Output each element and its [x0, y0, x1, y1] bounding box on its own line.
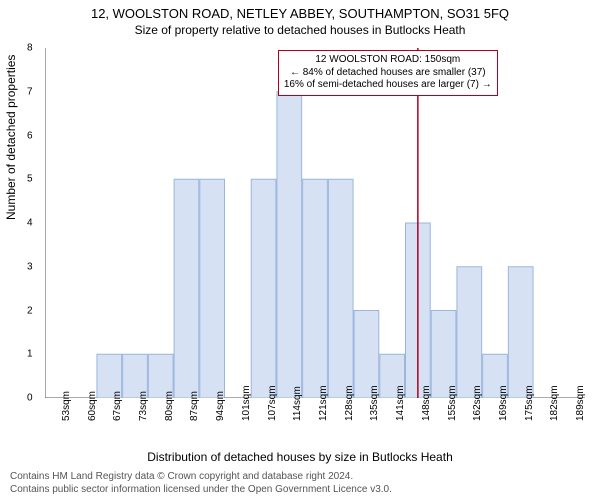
x-tick-label: 60sqm: [87, 391, 98, 421]
x-tick-label: 101sqm: [241, 385, 252, 421]
annotation-line-3: 16% of semi-detached houses are larger (…: [284, 79, 492, 92]
histogram-plot: [45, 48, 585, 398]
footer: Contains HM Land Registry data © Crown c…: [10, 471, 392, 496]
y-tick-label: 6: [27, 130, 33, 141]
x-tick-label: 189sqm: [575, 385, 586, 421]
x-tick-label: 182sqm: [549, 385, 560, 421]
annotation-box: 12 WOOLSTON ROAD: 150sqm ← 84% of detach…: [278, 50, 498, 96]
y-tick-label: 3: [27, 261, 33, 272]
x-tick-label: 73sqm: [138, 391, 149, 421]
x-tick-label: 80sqm: [164, 391, 175, 421]
x-tick-label: 94sqm: [215, 391, 226, 421]
x-tick-label: 169sqm: [498, 385, 509, 421]
x-tick-label: 128sqm: [344, 385, 355, 421]
chart-title: 12, WOOLSTON ROAD, NETLEY ABBEY, SOUTHAM…: [0, 0, 600, 21]
x-tick-label: 87sqm: [189, 391, 200, 421]
x-tick-label: 121sqm: [318, 385, 329, 421]
x-tick-label: 155sqm: [447, 385, 458, 421]
x-tick-label: 141sqm: [395, 385, 406, 421]
y-tick-label: 8: [27, 43, 33, 54]
x-tick-label: 114sqm: [292, 386, 303, 421]
x-tick-label: 175sqm: [524, 385, 535, 421]
annotation-line-2: ← 84% of detached houses are smaller (37…: [284, 67, 492, 80]
chart-subtitle: Size of property relative to detached ho…: [0, 21, 600, 37]
y-tick-label: 0: [27, 393, 33, 404]
y-axis-label: Number of detached properties: [4, 55, 18, 220]
annotation-line-1: 12 WOOLSTON ROAD: 150sqm: [284, 54, 492, 67]
footer-line-2: Contains public sector information licen…: [10, 484, 392, 497]
y-tick-label: 2: [27, 305, 33, 316]
x-tick-label: 148sqm: [421, 385, 432, 421]
y-tick-label: 1: [27, 349, 33, 360]
footer-line-1: Contains HM Land Registry data © Crown c…: [10, 471, 392, 484]
y-tick-label: 5: [27, 174, 33, 185]
chart-container: 12, WOOLSTON ROAD, NETLEY ABBEY, SOUTHAM…: [0, 0, 600, 500]
x-tick-label: 135sqm: [369, 385, 380, 421]
y-tick-label: 7: [27, 86, 33, 97]
x-tick-label: 53sqm: [61, 391, 72, 421]
x-tick-label: 162sqm: [472, 385, 483, 421]
x-tick-label: 107sqm: [267, 385, 278, 421]
y-tick-label: 4: [27, 218, 33, 229]
chart-area: 012345678 53sqm60sqm67sqm73sqm80sqm87sqm…: [45, 48, 585, 398]
x-tick-label: 67sqm: [112, 391, 123, 421]
x-axis-label: Distribution of detached houses by size …: [0, 450, 600, 464]
